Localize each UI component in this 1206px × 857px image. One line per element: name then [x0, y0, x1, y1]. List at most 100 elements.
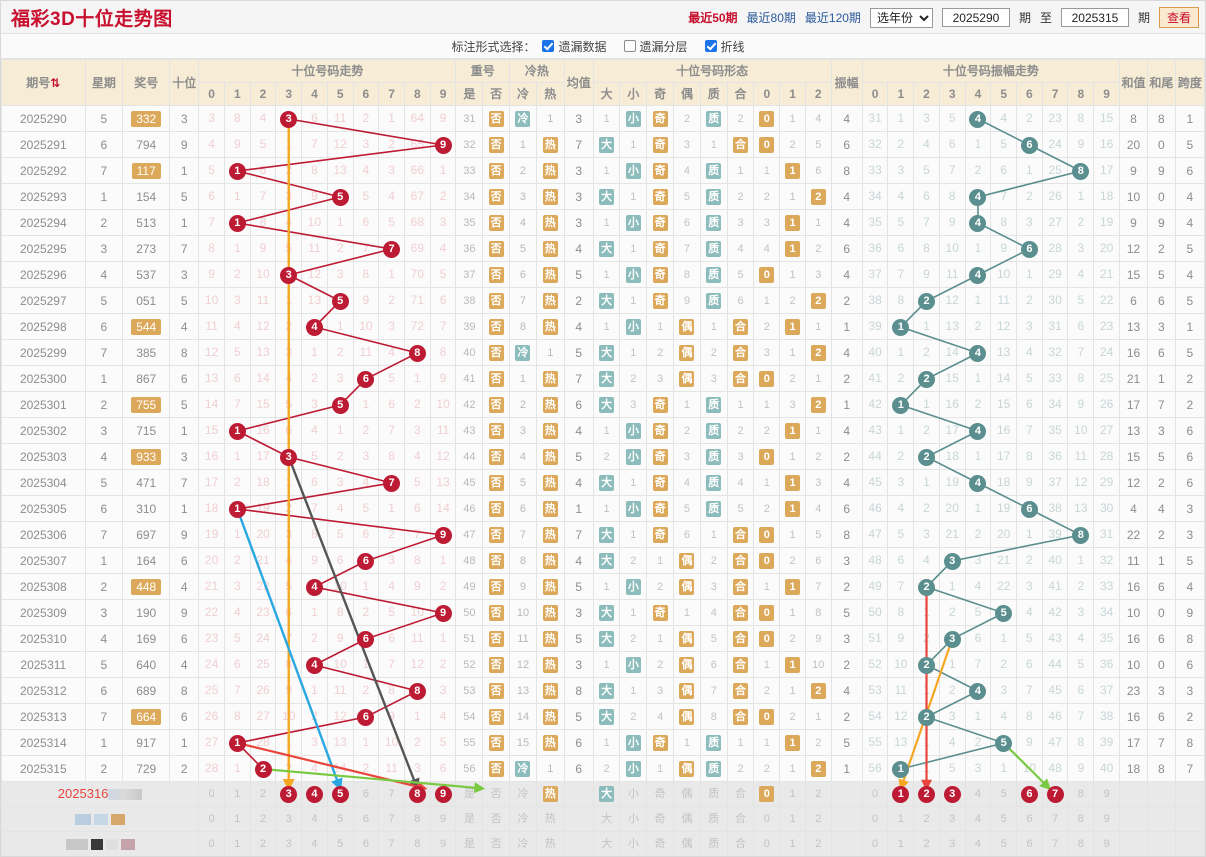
cell-prediction-repeat-yes[interactable]: 是 — [455, 781, 484, 807]
cell-prediction-ampcell[interactable]: 3 — [938, 831, 966, 856]
table-row[interactable]: 2025304 5 471 7 17 2 18 1 6 3 4 7 5 13 45 否 5 热 4 大 1 奇 4 质 4 1 1 3… — [1, 469, 1205, 496]
cell-prediction-ampcell[interactable]: 0 — [861, 806, 889, 832]
cell-prediction-ampcell[interactable]: 1 — [887, 781, 915, 807]
cell-prediction-trend[interactable]: 2 — [249, 781, 277, 807]
table-row[interactable]: 2025293 1 154 5 6 1 7 3 9 5 5 4 67 2 34 否 3 热 3 大 1 奇 5 质 2 2 1 2 4 3… — [1, 183, 1205, 210]
cell-prediction-even[interactable]: 偶 — [673, 831, 701, 856]
cell-prediction-ampcell[interactable]: 7 — [1041, 831, 1069, 856]
cell-prediction-trend[interactable]: 7 — [378, 806, 405, 832]
cell-prediction-trend[interactable]: 0 — [198, 781, 225, 807]
cell-prediction-m0[interactable]: 0 — [753, 781, 781, 807]
cell-prediction-small[interactable]: 小 — [619, 806, 648, 832]
cell-prediction-cold[interactable]: 冷 — [509, 781, 537, 807]
cell-prediction-ampcell[interactable]: 8 — [1067, 781, 1095, 807]
cell-prediction-hot[interactable]: 热 — [535, 806, 565, 832]
cell-prediction-repeat-yes[interactable]: 是 — [455, 806, 484, 832]
cell-prediction-even[interactable]: 偶 — [673, 806, 701, 832]
cell-prediction-trend[interactable]: 0 — [198, 831, 225, 856]
cell-prediction-odd[interactable]: 奇 — [646, 781, 675, 807]
cell-prediction-trend[interactable]: 9 — [429, 806, 457, 832]
table-row[interactable]: 2025302 3 715 1 15 1 16 6 4 1 2 7 3 11 43 否 3 热 4 1 小奇 2 质 2 2 1 1… — [1, 417, 1205, 444]
table-row[interactable]: 2025312 6 689 8 25 7 26 9 1 11 2 8 8 3 53 否 13 热 8 大 1 3 偶 7 合 2 1… — [1, 677, 1205, 704]
table-row[interactable]: 2025313 7 664 6 26 8 27 10 2 12 6 9 1 4 54 否 14 热 5 大 2 4 偶 8 合 0… — [1, 703, 1205, 730]
range-link-50[interactable]: 最近50期 — [688, 11, 738, 25]
cell-prediction-trend[interactable]: 3 — [275, 806, 303, 832]
checkbox-miss-layer-icon[interactable] — [623, 40, 636, 52]
table-row[interactable]: 2025301 2 755 5 14 7 15 5 3 5 1 6 2 10 42 否 2 热 6 大 3 奇 1 质 1 1 3 2… — [1, 391, 1205, 418]
cell-prediction-hot[interactable]: 热 — [535, 781, 565, 807]
cell-prediction-trend[interactable]: 2 — [249, 831, 277, 856]
cell-prediction-comp[interactable]: 合 — [726, 781, 755, 807]
cell-prediction-ampcell[interactable]: 5 — [990, 806, 1018, 832]
cell-prediction-ampcell[interactable]: 7 — [1041, 781, 1069, 807]
table-row[interactable]: 2025294 2 513 1 7 1 8 4 10 1 6 5 68 3 35 否 4 热 3 1 小奇 6 质 3 3 1 1 4… — [1, 209, 1205, 236]
cell-prediction-trend[interactable]: 4 — [301, 781, 328, 807]
checkbox-miss-data-icon[interactable] — [542, 40, 555, 52]
cell-prediction-trend[interactable]: 2 — [249, 806, 277, 832]
cell-prediction-m2[interactable]: 2 — [804, 806, 832, 832]
range-link-80[interactable]: 最近80期 — [746, 11, 796, 25]
range-link-120[interactable]: 最近120期 — [804, 11, 861, 25]
table-row[interactable]: 2025315 2 729 2 28 1 2 2 4 14 2 11 3 6 56 否冷 1 6 2 小 1 偶质 2 2 1 2… — [1, 755, 1205, 782]
cell-prediction-prime[interactable]: 质 — [699, 806, 728, 832]
cell-prediction-ampcell[interactable]: 4 — [964, 781, 992, 807]
cell-prediction-trend[interactable]: 6 — [352, 831, 380, 856]
cell-prediction-ampcell[interactable]: 5 — [990, 831, 1018, 856]
cell-prediction-hot[interactable]: 热 — [535, 831, 565, 856]
cell-prediction-m2[interactable]: 2 — [804, 781, 832, 807]
cell-prediction-trend[interactable]: 3 — [275, 831, 303, 856]
table-row[interactable]: 2025307 1 164 6 20 2 21 4 9 6 6 3 8 1 48 否 8 热 4 大 2 1 偶 2 合 0 2 6 3… — [1, 547, 1205, 574]
cell-prediction-cold[interactable]: 冷 — [509, 831, 537, 856]
cell-prediction-m0[interactable]: 0 — [753, 831, 781, 856]
cell-prediction-trend[interactable]: 8 — [403, 831, 431, 856]
cell-prediction-m1[interactable]: 1 — [779, 781, 806, 807]
table-row[interactable]: 2025296 4 537 3 9 2 10 3 12 3 8 1 70 5 37 否 6 热 5 1 小奇 8 质 5 0 1 3… — [1, 261, 1205, 288]
cell-prediction-trend[interactable]: 1 — [223, 831, 251, 856]
cell-prediction-big[interactable]: 大 — [592, 831, 621, 856]
table-row[interactable]: 2025297 5 051 5 10 3 11 1 13 5 9 2 71 6 38 否 7 热 2 大 1 奇 9 质 6 1 2… — [1, 287, 1205, 314]
cell-prediction-odd[interactable]: 奇 — [646, 806, 675, 832]
cell-prediction-ampcell[interactable]: 9 — [1093, 806, 1121, 832]
cell-prediction-trend[interactable]: 9 — [429, 781, 457, 807]
table-row[interactable]: 2025290 5 332 3 3 8 4 3 6 11 2 1 64 9 31 否冷 1 3 1 小奇 2 质 2 0 1 4 4… — [1, 105, 1205, 132]
year-select[interactable]: 选年份 — [869, 7, 933, 28]
issue-to-input[interactable] — [1060, 8, 1129, 27]
cell-prediction-trend[interactable]: 6 — [352, 781, 380, 807]
issue-from-input[interactable] — [941, 8, 1010, 27]
cell-prediction-trend[interactable]: 5 — [326, 781, 354, 807]
cell-prediction-ampcell[interactable]: 8 — [1067, 806, 1095, 832]
cell-prediction-big[interactable]: 大 — [592, 806, 621, 832]
cell-prediction-repeat-no[interactable]: 否 — [482, 781, 511, 807]
cell-prediction-comp[interactable]: 合 — [726, 806, 755, 832]
cell-prediction-trend[interactable]: 5 — [326, 806, 354, 832]
cell-prediction-trend[interactable]: 4 — [301, 806, 328, 832]
cell-prediction-repeat-yes[interactable]: 是 — [455, 831, 484, 856]
cell-prediction-trend[interactable]: 8 — [403, 781, 431, 807]
cell-prediction-trend[interactable]: 1 — [223, 781, 251, 807]
cell-prediction-m0[interactable]: 0 — [753, 806, 781, 832]
cell-prediction-ampcell[interactable]: 9 — [1093, 781, 1121, 807]
cell-prediction-ampcell[interactable]: 3 — [938, 806, 966, 832]
table-row[interactable]: 2025299 7 385 8 12 5 13 3 1 2 11 4 8 8 40 否冷 1 5 大 1 2 偶 2 合 3 1 2… — [1, 339, 1205, 366]
cell-prediction-ampcell[interactable]: 2 — [913, 781, 940, 807]
option-polyline[interactable]: 折线 — [704, 38, 745, 55]
cell-prediction-trend[interactable]: 7 — [378, 781, 405, 807]
cell-prediction-ampcell[interactable]: 0 — [861, 781, 889, 807]
table-row[interactable]: 2025295 3 273 7 8 1 9 5 11 2 7 7 69 4 36 否 5 热 4 大 1 奇 7 质 4 4 1 2 6… — [1, 235, 1205, 262]
table-row[interactable]: 2025300 1 867 6 13 6 14 4 2 3 6 5 1 9 41 否 1 热 7 大 2 3 偶 3 合 0 2 1 2… — [1, 365, 1205, 392]
cell-prediction-prime[interactable]: 质 — [699, 781, 728, 807]
table-row[interactable]: 2025292 7 117 1 5 1 6 2 8 13 4 3 66 1 33 否 2 热 3 1 小奇 4 质 1 1 1 6 8… — [1, 157, 1205, 184]
cell-prediction-repeat-no[interactable]: 否 — [482, 806, 511, 832]
option-miss-data[interactable]: 遗漏数据 — [542, 38, 607, 55]
table-row[interactable]: 2025309 3 190 9 22 4 23 6 1 8 2 5 10 9 50 否 10 热 3 大 1 奇 1 4 合 0 1… — [1, 599, 1205, 626]
cell-prediction-ampcell[interactable]: 6 — [1016, 781, 1043, 807]
cell-prediction-trend[interactable]: 3 — [275, 781, 303, 807]
cell-prediction-trend[interactable]: 9 — [429, 831, 457, 856]
col-issue[interactable]: 期号⇅ — [1, 59, 86, 106]
cell-prediction-big[interactable]: 大 — [592, 781, 621, 807]
cell-prediction-repeat-no[interactable]: 否 — [482, 831, 511, 856]
table-row[interactable]: 2025306 7 697 9 19 1 20 3 8 5 6 2 7 9 47 否 7 热 7 大 1 奇 6 1 合 0 1 5 8… — [1, 521, 1205, 548]
cell-prediction-m2[interactable]: 2 — [804, 831, 832, 856]
